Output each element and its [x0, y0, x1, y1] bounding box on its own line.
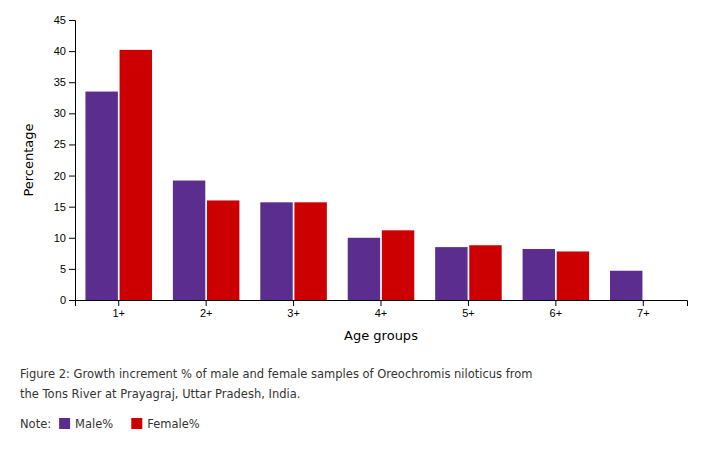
- x-tick: 2+: [200, 300, 213, 319]
- x-tick-label: 6+: [550, 307, 563, 319]
- x-tick-mark: [468, 300, 469, 306]
- y-tick: 45: [54, 14, 75, 26]
- y-tick-label: 25: [54, 138, 66, 150]
- caption: the Tons River at Prayagraj, Uttar Prade…: [20, 387, 300, 401]
- y-tick: 35: [54, 76, 75, 88]
- axis-domain: [76, 301, 688, 307]
- x-tick-label: 3+: [287, 307, 300, 319]
- y-tick: 25: [54, 138, 75, 150]
- x-tick: 1+: [112, 300, 125, 319]
- legend-note: Note:: [20, 417, 51, 431]
- y-tick-label: 0: [60, 294, 66, 306]
- y-tick-label: 35: [54, 76, 66, 88]
- legend: Note: Male% Female%: [20, 417, 200, 431]
- legend-label: Female%: [147, 417, 200, 431]
- series-bars: [120, 50, 590, 300]
- y-tick-mark: [69, 300, 75, 301]
- legend-label: Male%: [75, 417, 113, 431]
- y-tick: 5: [60, 263, 75, 275]
- bar: [644, 300, 676, 301]
- x-tick-label: 5+: [462, 307, 475, 319]
- x-tick-mark: [555, 300, 556, 306]
- y-tick-mark: [69, 238, 75, 239]
- y-tick-mark: [69, 51, 75, 52]
- legend-swatch: [131, 418, 142, 429]
- bar: [557, 251, 589, 300]
- bar: [173, 181, 205, 300]
- y-tick-mark: [69, 82, 75, 83]
- x-tick: 6+: [550, 300, 563, 319]
- y-tick-label: 10: [54, 232, 66, 244]
- x-axis-title: Age groups: [344, 328, 418, 343]
- bar: [85, 92, 117, 300]
- bar: [260, 202, 292, 300]
- y-tick-mark: [69, 269, 75, 270]
- x-tick-label: 2+: [200, 307, 213, 319]
- y-tick: 20: [54, 170, 75, 182]
- y-tick-label: 40: [54, 45, 66, 57]
- x-tick: 4+: [375, 300, 388, 319]
- y-tick-label: 5: [60, 263, 66, 275]
- y-tick: 0: [60, 294, 75, 306]
- y-tick: 40: [54, 45, 75, 57]
- bar: [382, 230, 414, 300]
- x-tick: 5+: [462, 300, 475, 319]
- y-tick: 10: [54, 232, 75, 244]
- x-tick-mark: [643, 300, 644, 306]
- bar: [610, 271, 642, 300]
- axis-domain: [69, 21, 76, 301]
- bar: [207, 200, 239, 300]
- y-tick-mark: [69, 144, 75, 145]
- x-tick-label: 7+: [637, 307, 650, 319]
- y-tick-label: 20: [54, 170, 66, 182]
- x-tick: 3+: [287, 300, 300, 319]
- bar: [348, 238, 380, 300]
- y-tick: 15: [54, 201, 75, 213]
- bar: [523, 249, 555, 300]
- bar: [469, 245, 501, 300]
- y-tick-label: 30: [54, 107, 66, 119]
- y-tick-label: 15: [54, 201, 66, 213]
- bar: [435, 247, 467, 300]
- y-tick-mark: [69, 20, 75, 21]
- bar: [294, 202, 326, 300]
- legend-swatch: [59, 418, 70, 429]
- bar: [120, 50, 152, 300]
- y-axis: 0 5 10 15 20 25 30 35 40 45: [54, 14, 76, 306]
- series-bars: [85, 92, 642, 300]
- x-tick-mark: [118, 300, 119, 306]
- chart: 1+ 2+ 3+ 4+ 5+ 6+ 7+ 0 5 10 15 20 25 30 35 40 45 Age grou…: [0, 0, 717, 469]
- x-tick-label: 4+: [375, 307, 388, 319]
- y-tick-mark: [69, 207, 75, 208]
- x-axis: 1+ 2+ 3+ 4+ 5+ 6+ 7+: [76, 300, 688, 319]
- y-tick-label: 45: [54, 14, 66, 26]
- x-tick-mark: [293, 300, 294, 306]
- x-tick-label: 1+: [112, 307, 125, 319]
- y-tick-mark: [69, 176, 75, 177]
- bars: [85, 50, 642, 300]
- y-axis-title: Percentage: [21, 123, 36, 196]
- caption: Figure 2: Growth increment % of male and…: [20, 367, 533, 381]
- x-tick-mark: [206, 300, 207, 306]
- y-tick: 30: [54, 107, 75, 119]
- y-tick-mark: [69, 113, 75, 114]
- x-tick: 7+: [637, 300, 650, 319]
- x-tick-mark: [381, 300, 382, 306]
